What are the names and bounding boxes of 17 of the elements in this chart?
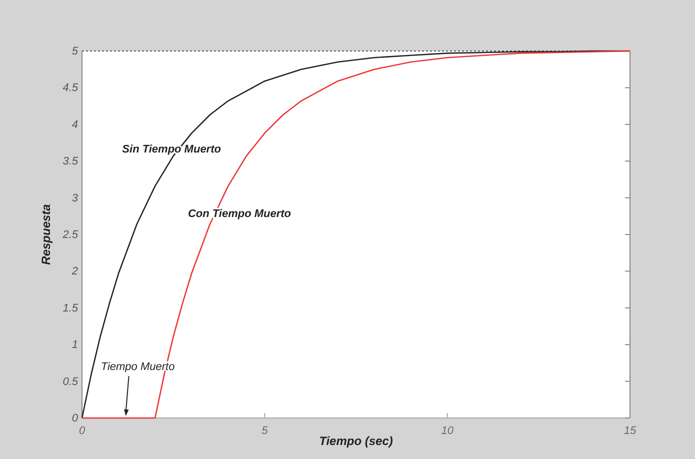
x-tick-label: 5	[262, 424, 269, 437]
y-tick-label: 3	[72, 192, 79, 204]
y-tick-label: 5	[72, 46, 79, 58]
y-tick-label: 0.5	[62, 376, 79, 388]
y-tick-label: 0	[72, 412, 79, 425]
y-tick-label: 4	[72, 118, 78, 131]
x-axis-title: Tiempo (sec)	[319, 434, 393, 448]
y-tick-label: 1	[72, 339, 78, 352]
y-tick-label: 1.5	[62, 302, 79, 314]
y-tick-label: 4.5	[62, 82, 79, 94]
line-series	[81, 50, 631, 419]
y-tick-label: 3.5	[62, 156, 79, 168]
y-axis-title: Respuesta	[39, 204, 53, 265]
y-tick-label: 2	[70, 266, 78, 278]
x-tick-label: 15	[624, 424, 637, 437]
y-tick-label: 2.5	[62, 229, 79, 242]
x-tick-label: 10	[441, 424, 454, 437]
